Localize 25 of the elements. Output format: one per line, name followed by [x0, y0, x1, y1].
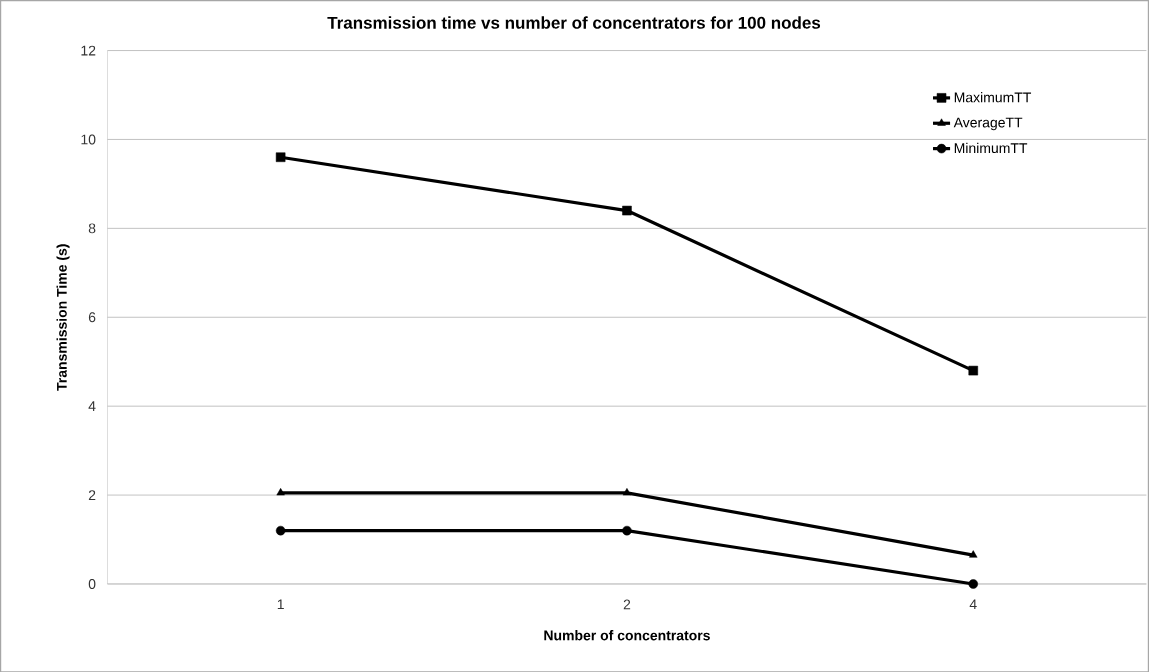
y-tick-label: 0: [88, 578, 96, 589]
y-tick-label: 8: [88, 223, 96, 234]
y-axis-title: Transmission Time (s): [56, 244, 70, 391]
point: [968, 579, 978, 589]
point: [969, 550, 978, 558]
y-tick-label: 12: [81, 45, 96, 56]
y-tick-label: 10: [81, 134, 96, 145]
y-tick-label: 6: [88, 312, 96, 322]
chart-title: Transmission time vs number of concentrators for 100 nodes: [327, 16, 821, 29]
y-tick-label: 4: [88, 401, 96, 411]
point: [968, 365, 978, 376]
x-axis-title: Number of concentrators: [544, 629, 710, 641]
point: [275, 152, 286, 162]
point: [622, 205, 632, 216]
x-tick-label: 4: [969, 599, 977, 609]
legend-label: MaximumTT: [954, 91, 1032, 103]
x-tick-label: 2: [623, 599, 631, 610]
point: [622, 487, 632, 496]
x-tick-label: 1: [277, 599, 284, 609]
point: [622, 525, 632, 536]
point: [275, 525, 286, 536]
legend-label: MinimumTT: [954, 142, 1028, 153]
point: [276, 487, 285, 496]
legend-label: AverageTT: [953, 117, 1023, 130]
y-tick-label: 2: [88, 489, 96, 500]
